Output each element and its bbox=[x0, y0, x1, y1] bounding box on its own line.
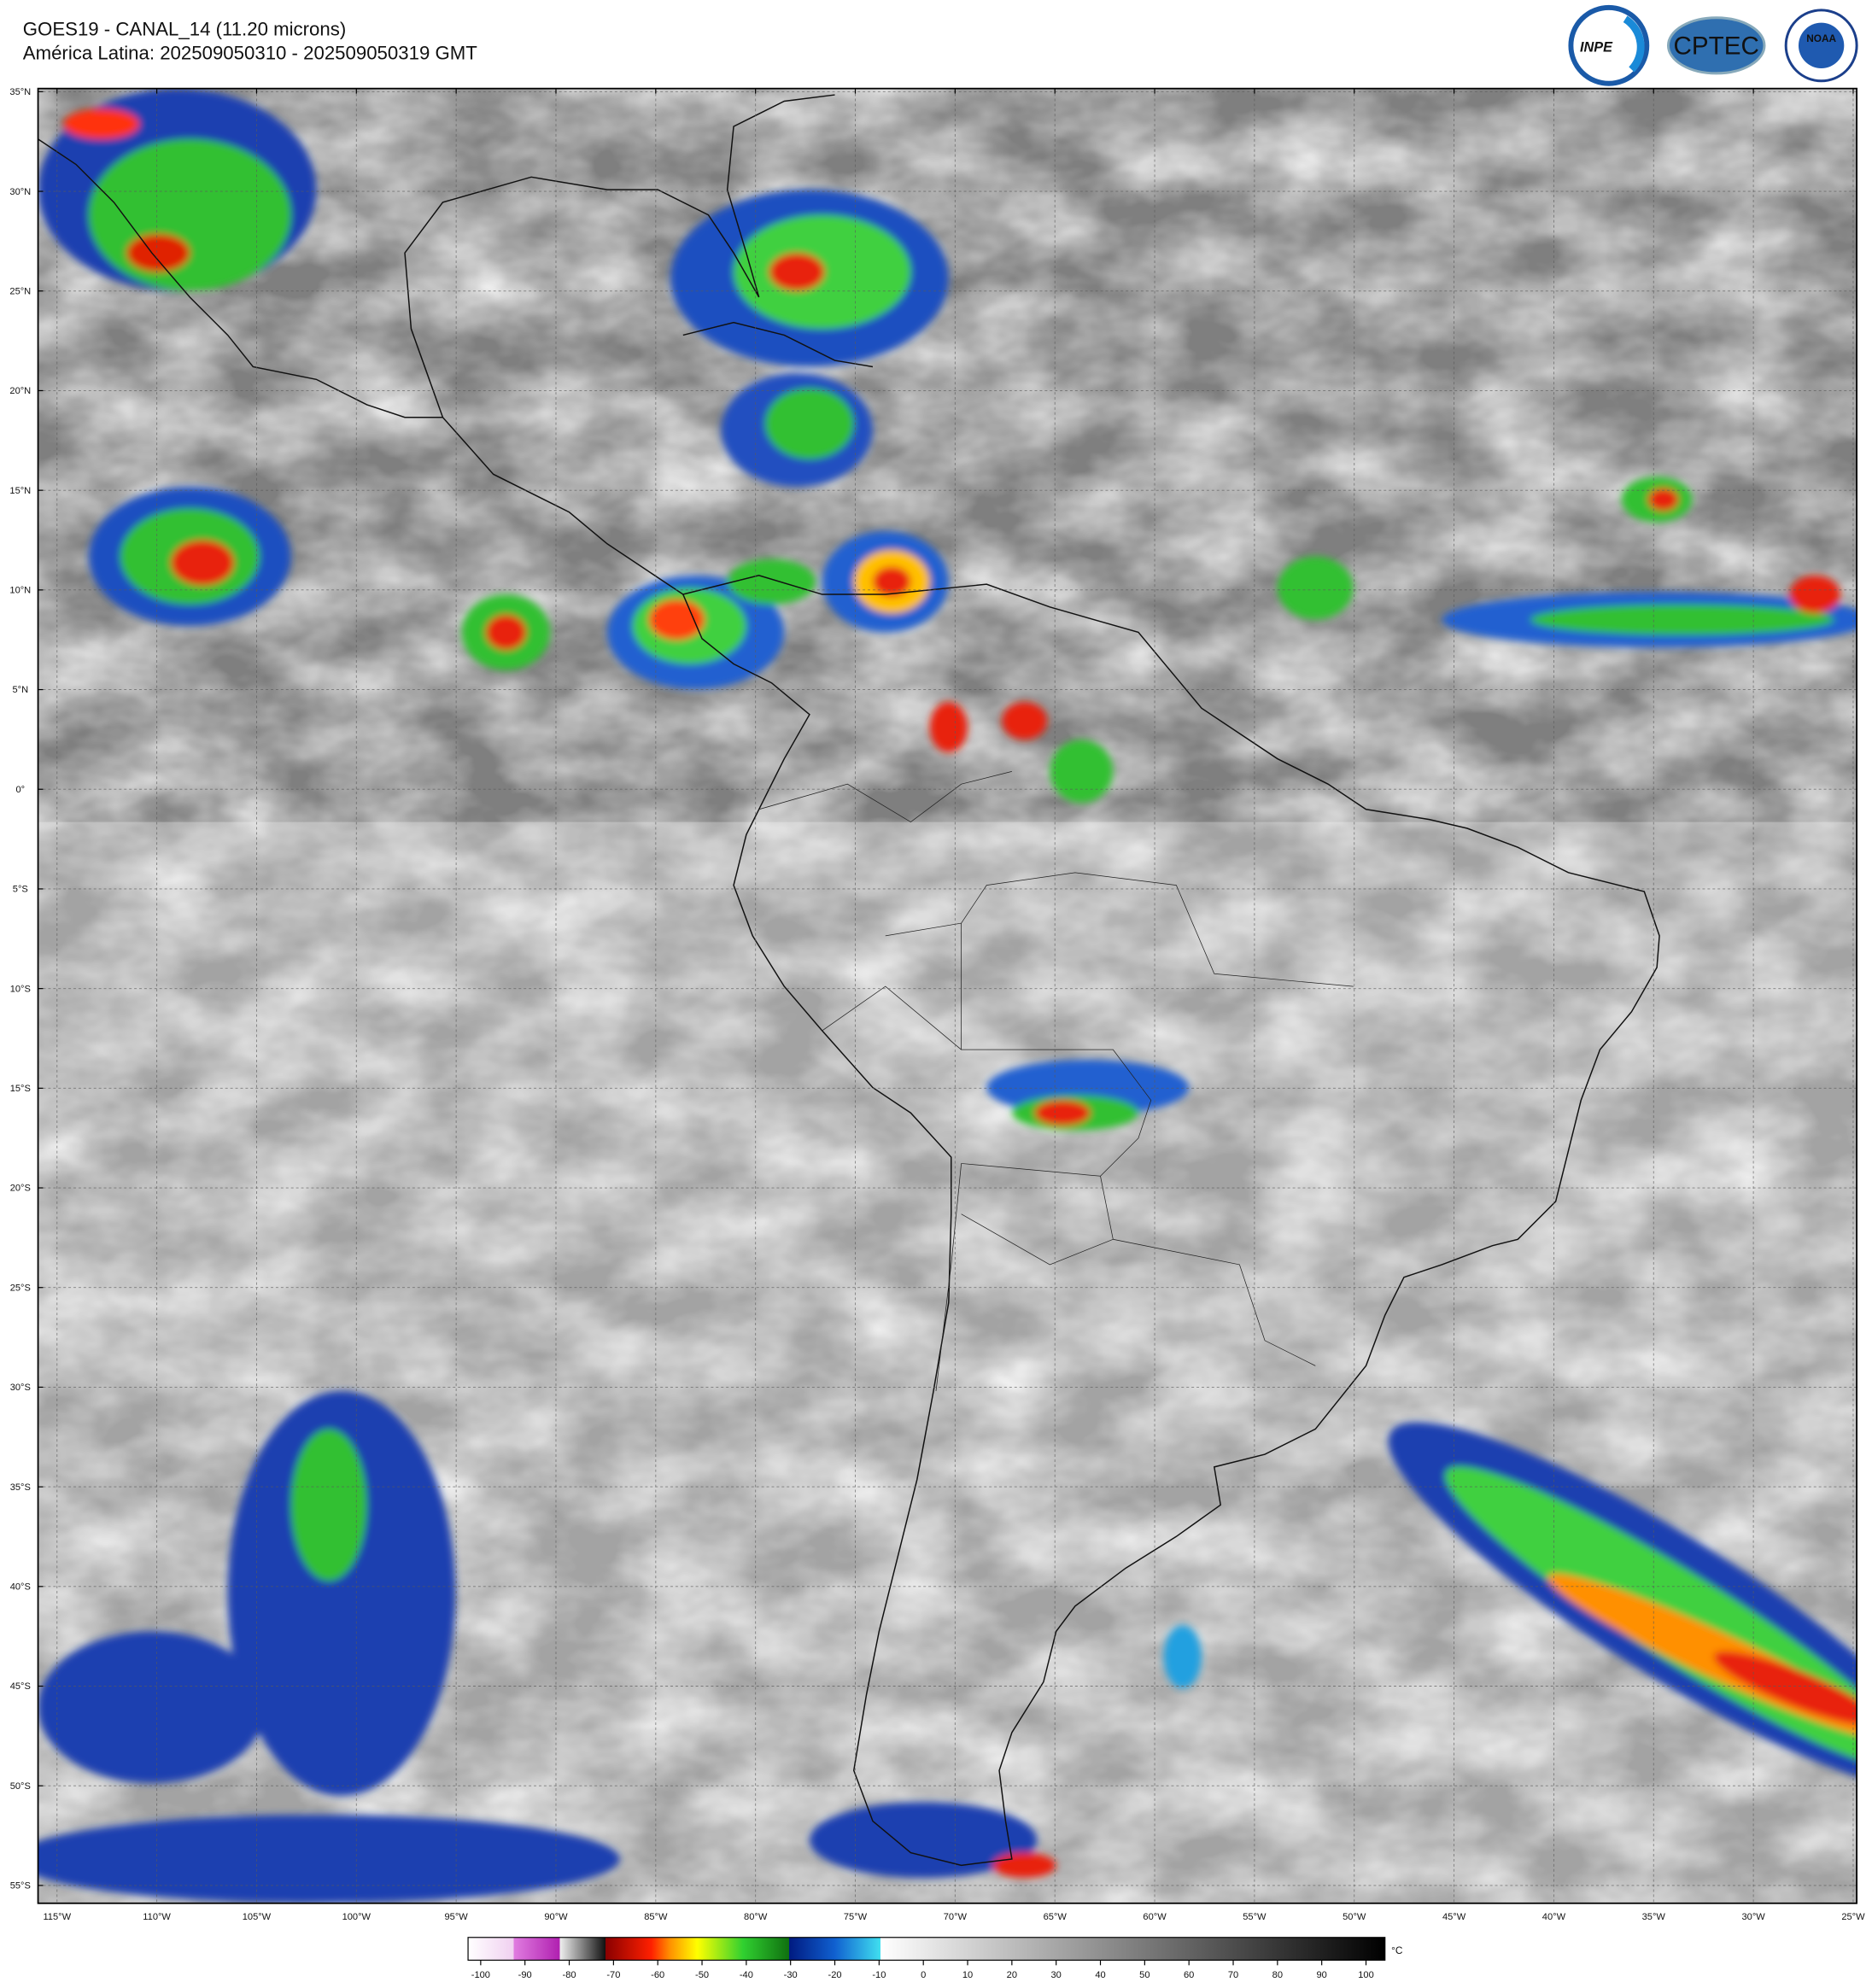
colorbar-tick-label: -10 bbox=[872, 1970, 886, 1980]
latitude-label: 40°S bbox=[10, 1582, 31, 1593]
latitude-label: 35°N bbox=[9, 87, 31, 97]
satellite-image bbox=[38, 88, 1857, 1903]
gulf-coastline bbox=[404, 94, 835, 418]
colorbar-scale bbox=[467, 1937, 1386, 1962]
colorbar-tick-label: -30 bbox=[784, 1970, 798, 1980]
colorbar-tick-label: 60 bbox=[1184, 1970, 1194, 1980]
colorbar-tick-label: -50 bbox=[695, 1970, 709, 1980]
cptec-text: CPTEC bbox=[1674, 32, 1759, 61]
latitude-label: 20°S bbox=[10, 1184, 31, 1194]
colorbar-tick-label: 40 bbox=[1095, 1970, 1105, 1980]
longitude-label: 70°W bbox=[944, 1912, 968, 1922]
latitude-label: 0° bbox=[16, 785, 26, 795]
colorbar-tick-label: 90 bbox=[1317, 1970, 1327, 1980]
title: GOES19 - CANAL_14 (11.20 microns) bbox=[23, 18, 346, 39]
noaa-inner bbox=[1798, 22, 1845, 68]
latitude-label: 10°S bbox=[10, 984, 31, 994]
longitude-label: 80°W bbox=[744, 1912, 768, 1922]
cuba bbox=[682, 321, 874, 368]
cptec-logo bbox=[1666, 16, 1766, 75]
colorbar-tick-label: 50 bbox=[1139, 1970, 1150, 1980]
colorbar-unit: °C bbox=[1391, 1944, 1403, 1956]
colorbar-tick-label: -90 bbox=[518, 1970, 532, 1980]
latitude-label: 55°S bbox=[10, 1881, 31, 1892]
colorbar-tick-label: 10 bbox=[962, 1970, 973, 1980]
noaa-text: NOAA bbox=[1806, 32, 1836, 44]
latitude-label: 10°N bbox=[9, 586, 31, 596]
inpe-arc bbox=[1623, 15, 1645, 73]
colorbar-tick-label: -20 bbox=[828, 1970, 842, 1980]
latitude-label: 35°S bbox=[10, 1482, 31, 1493]
longitude-label: 50°W bbox=[1343, 1912, 1366, 1922]
longitude-label: 85°W bbox=[644, 1912, 668, 1922]
longitude-label: 60°W bbox=[1143, 1912, 1167, 1922]
longitude-label: 110°W bbox=[143, 1912, 171, 1922]
colorbar-tick-label: -40 bbox=[740, 1970, 753, 1980]
colorbar-tick-label: -100 bbox=[471, 1970, 490, 1980]
longitude-label: 25°W bbox=[1841, 1912, 1865, 1922]
country-borders bbox=[758, 770, 1354, 1392]
latitude-label: 45°S bbox=[10, 1681, 31, 1692]
longitude-label: 95°W bbox=[445, 1912, 469, 1922]
colorbar-tick-label: 100 bbox=[1358, 1970, 1374, 1980]
colorbar-tick-label: -60 bbox=[651, 1970, 664, 1980]
colorbar-tick-label: -80 bbox=[563, 1970, 576, 1980]
latitude-label: 15°S bbox=[10, 1084, 31, 1094]
longitude-label: 115°W bbox=[43, 1912, 71, 1922]
latitude-label: 5°S bbox=[13, 885, 28, 895]
longitude-label: 65°W bbox=[1044, 1912, 1068, 1922]
latitude-label: 30°S bbox=[10, 1383, 31, 1393]
longitude-label: 55°W bbox=[1243, 1912, 1267, 1922]
colorbar-tick-label: 30 bbox=[1051, 1970, 1062, 1980]
coastline bbox=[38, 138, 1660, 1867]
latitude-label: 20°N bbox=[9, 386, 31, 396]
subtitle: América Latina: 202509050310 - 202509050… bbox=[23, 43, 477, 64]
longitude-label: 100°W bbox=[342, 1912, 371, 1922]
colorbar: °C bbox=[467, 1937, 1403, 1962]
longitude-label: 30°W bbox=[1741, 1912, 1765, 1922]
latitude-label: 50°S bbox=[10, 1781, 31, 1792]
latitude-label: 25°S bbox=[10, 1283, 31, 1293]
longitude-label: 35°W bbox=[1642, 1912, 1666, 1922]
colorbar-tick-label: 80 bbox=[1272, 1970, 1283, 1980]
colorbar-tick-label: -70 bbox=[606, 1970, 620, 1980]
colorbar-tick-label: 70 bbox=[1228, 1970, 1238, 1980]
longitude-label: 90°W bbox=[544, 1912, 568, 1922]
colorbar-tick-label: 20 bbox=[1007, 1970, 1017, 1980]
borders bbox=[38, 94, 1660, 1867]
inpe-text: INPE bbox=[1580, 40, 1613, 56]
latitude-label: 5°N bbox=[13, 685, 29, 695]
longitude-label: 40°W bbox=[1542, 1912, 1566, 1922]
graticule: 35°N 30°N 25°N 20°N 15°N 10°N 5°N 0° 5°S 10°S 15°S… bbox=[9, 87, 1865, 1922]
logos: INPE CPTEC NOAA bbox=[1568, 4, 1858, 86]
latitude-label: 30°N bbox=[9, 187, 31, 197]
map-frame bbox=[37, 87, 1857, 1904]
longitude-label: 105°W bbox=[243, 1912, 272, 1922]
colorbar-tick-label: 0 bbox=[921, 1970, 926, 1980]
latitude-label: 15°N bbox=[9, 486, 31, 496]
longitude-label: 45°W bbox=[1442, 1912, 1466, 1922]
inpe-logo bbox=[1568, 4, 1650, 86]
latitude-label: 25°N bbox=[9, 286, 31, 296]
longitude-label: 75°W bbox=[844, 1912, 868, 1922]
